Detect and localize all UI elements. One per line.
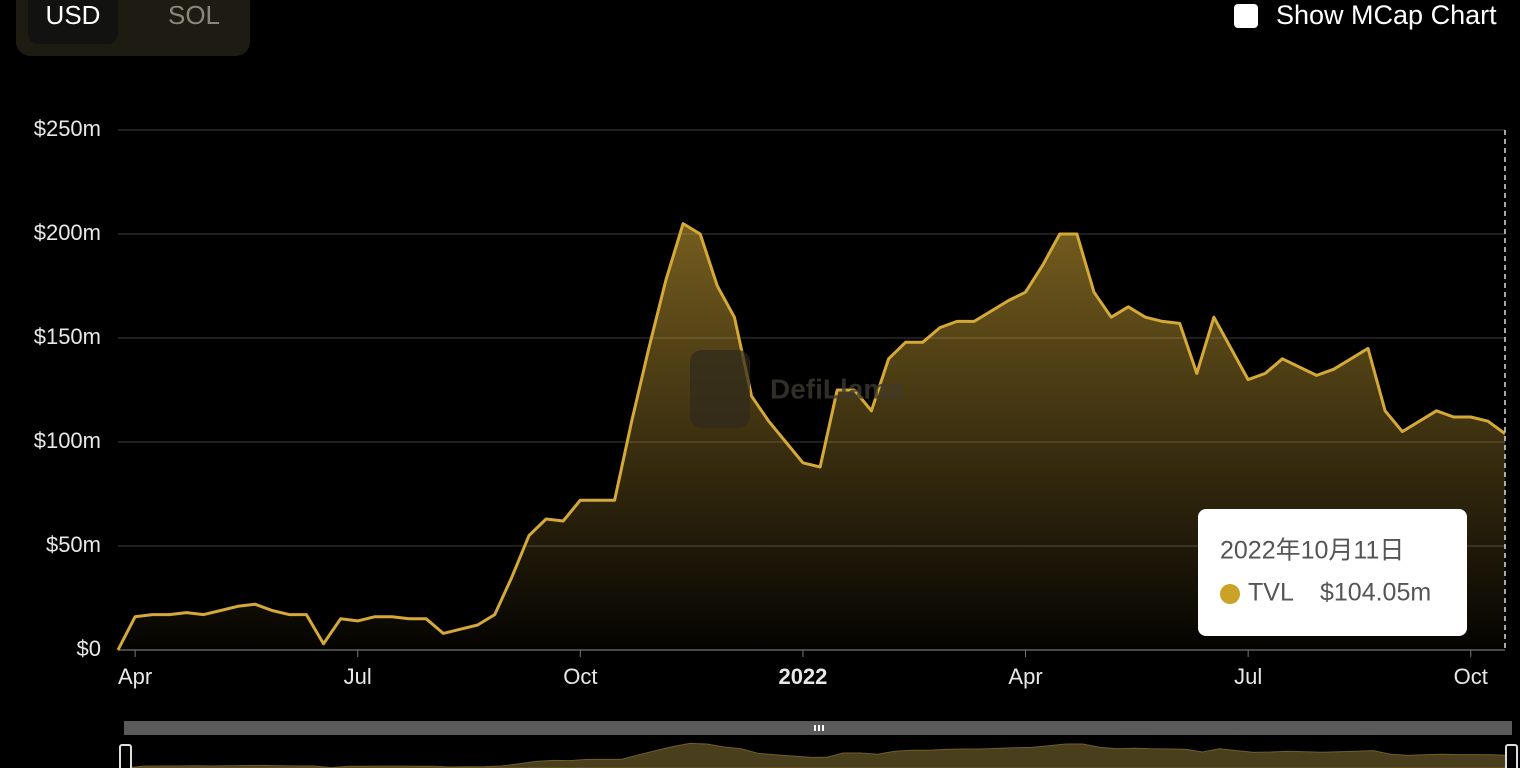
line [116,222,1506,651]
area-fill [118,223,1505,650]
x-tick-label: Jul [344,664,372,689]
brush-handle[interactable] [1505,744,1518,768]
watermark: DefiLlama [770,373,904,404]
brush-area [125,742,1511,768]
x-tick-label: Oct [563,664,597,689]
tooltip-series: TVL [1248,579,1294,607]
brush-grip [814,725,816,731]
x-tick-label: Apr [1008,664,1042,689]
brush-grip [822,725,824,731]
y-tick-label: $150m [34,324,101,349]
checkbox-label[interactable]: Show MCap Chart [1276,0,1497,30]
brush-handle[interactable] [119,744,132,768]
y-tick-label: $200m [34,220,101,245]
y-tick-label: $0 [77,636,101,661]
usd-label[interactable]: USD [46,0,101,30]
y-tick-label: $50m [46,532,101,557]
y-tick-label: $250m [34,116,101,141]
x-tick-label: Oct [1454,664,1488,689]
tooltip-dot [1220,584,1240,604]
brush-grip [818,725,820,731]
usd-button[interactable] [28,0,118,44]
brush [125,742,1511,768]
x-tick-label: 2022 [778,664,827,689]
x-tick-label: Apr [118,664,152,689]
checkbox[interactable] [1234,4,1258,28]
sol-label[interactable]: SOL [168,0,220,30]
y-tick-label: $100m [34,428,101,453]
watermark-icon [690,350,750,428]
tooltip [1198,509,1467,636]
x-tick-label: Jul [1234,664,1262,689]
tooltip-value: $104.05m [1320,579,1431,607]
tooltip-date: 2022年10月11日 [1220,537,1404,565]
